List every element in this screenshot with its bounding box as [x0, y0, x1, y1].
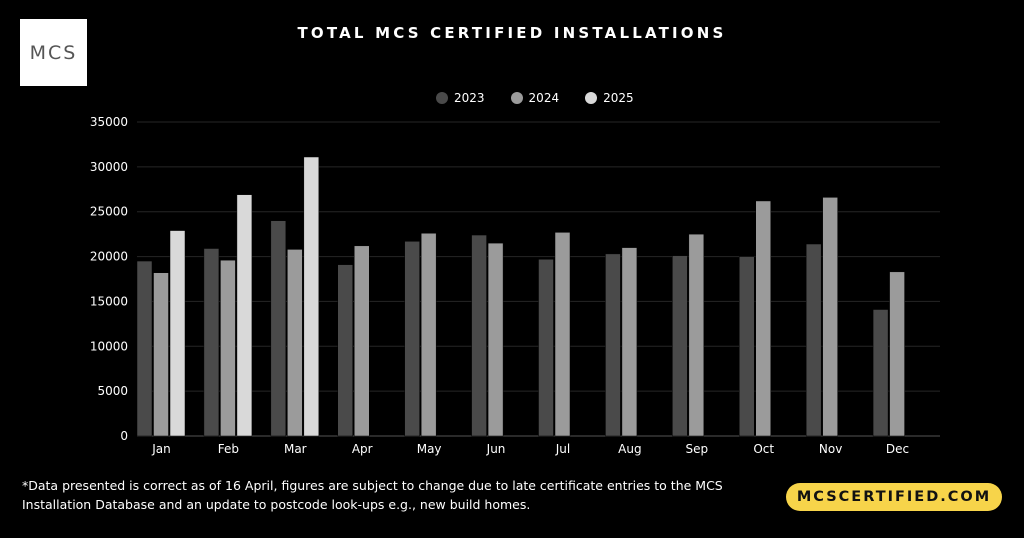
y-tick-label-25000: 25000: [90, 205, 128, 219]
bar-jul-2024: [554, 232, 571, 437]
bar-dec-2023: [872, 309, 889, 437]
bar-feb-2025: [236, 194, 253, 437]
legend-label-2024: 2024: [528, 91, 560, 105]
legend-label-2025: 2025: [603, 91, 634, 105]
x-tick-label-sep: Sep: [685, 442, 708, 456]
legend-item-2024: 2024: [510, 91, 560, 105]
bar-feb-2023: [203, 248, 220, 437]
x-tick-label-aug: Aug: [618, 442, 641, 456]
bar-jan-2024: [153, 272, 169, 437]
y-tick-label-35000: 35000: [90, 115, 128, 129]
x-tick-label-oct: Oct: [753, 442, 774, 456]
bar-sep-2024: [688, 233, 705, 437]
bar-sep-2023: [672, 255, 688, 437]
bar-may-2023: [404, 241, 420, 437]
bar-jan-2025: [169, 230, 186, 437]
logo-text: MCS: [29, 41, 78, 64]
y-tick-label-30000: 30000: [90, 160, 128, 174]
y-tick-label-10000: 10000: [90, 339, 128, 353]
bar-jun-2023: [471, 234, 487, 437]
data-footnote: *Data presented is correct as of 16 Apri…: [22, 478, 723, 512]
x-tick-label-nov: Nov: [819, 442, 842, 456]
bar-may-2024: [420, 232, 437, 437]
legend-swatch-2025: [585, 92, 598, 104]
bar-oct-2024: [755, 200, 771, 437]
x-tick-label-feb: Feb: [218, 442, 239, 456]
bar-aug-2024: [621, 247, 638, 437]
x-tick-label-jun: Jun: [486, 442, 506, 456]
y-tick-label-20000: 20000: [90, 250, 128, 264]
x-tick-label-mar: Mar: [284, 442, 307, 456]
bar-mar-2023: [270, 220, 287, 437]
chart-title: TOTAL MCS CERTIFIED INSTALLATIONS: [297, 24, 727, 42]
website-link-button[interactable]: MCSCERTIFIED.COM: [786, 483, 1002, 511]
legend-swatch-2023: [436, 92, 448, 104]
bar-chart: 0 5000 10000 15000 20000 25000 30000 35000 Jan Fe…: [90, 115, 940, 456]
bar-oct-2023: [739, 256, 755, 437]
bar-apr-2023: [337, 264, 353, 437]
bar-nov-2023: [805, 243, 822, 437]
mcs-logo: MCS: [20, 19, 87, 86]
legend-item-2023: 2023: [436, 91, 485, 105]
bar-mar-2025: [303, 156, 320, 437]
bar-feb-2024: [220, 259, 236, 437]
bar-aug-2023: [605, 253, 621, 437]
bar-jun-2024: [487, 242, 504, 437]
bar-dec-2024: [889, 271, 905, 437]
bar-nov-2024: [822, 197, 838, 437]
legend-item-2025: 2025: [585, 91, 634, 105]
legend-swatch-2024: [510, 92, 523, 104]
y-tick-label-5000: 5000: [97, 384, 128, 398]
x-tick-label-dec: Dec: [886, 442, 909, 456]
x-tick-label-apr: Apr: [352, 442, 373, 456]
x-tick-label-jul: Jul: [555, 442, 570, 456]
legend-label-2023: 2023: [454, 91, 485, 105]
bar-jan-2023: [136, 260, 153, 437]
y-tick-label-0: 0: [120, 429, 128, 443]
bar-jul-2023: [538, 259, 554, 437]
x-tick-label-jan: Jan: [151, 442, 171, 456]
chart-legend: 2023 2024 2025: [436, 91, 634, 105]
y-tick-label-15000: 15000: [90, 294, 128, 308]
x-tick-label-may: May: [417, 442, 442, 456]
bar-apr-2024: [354, 245, 370, 437]
bar-mar-2024: [287, 249, 303, 437]
